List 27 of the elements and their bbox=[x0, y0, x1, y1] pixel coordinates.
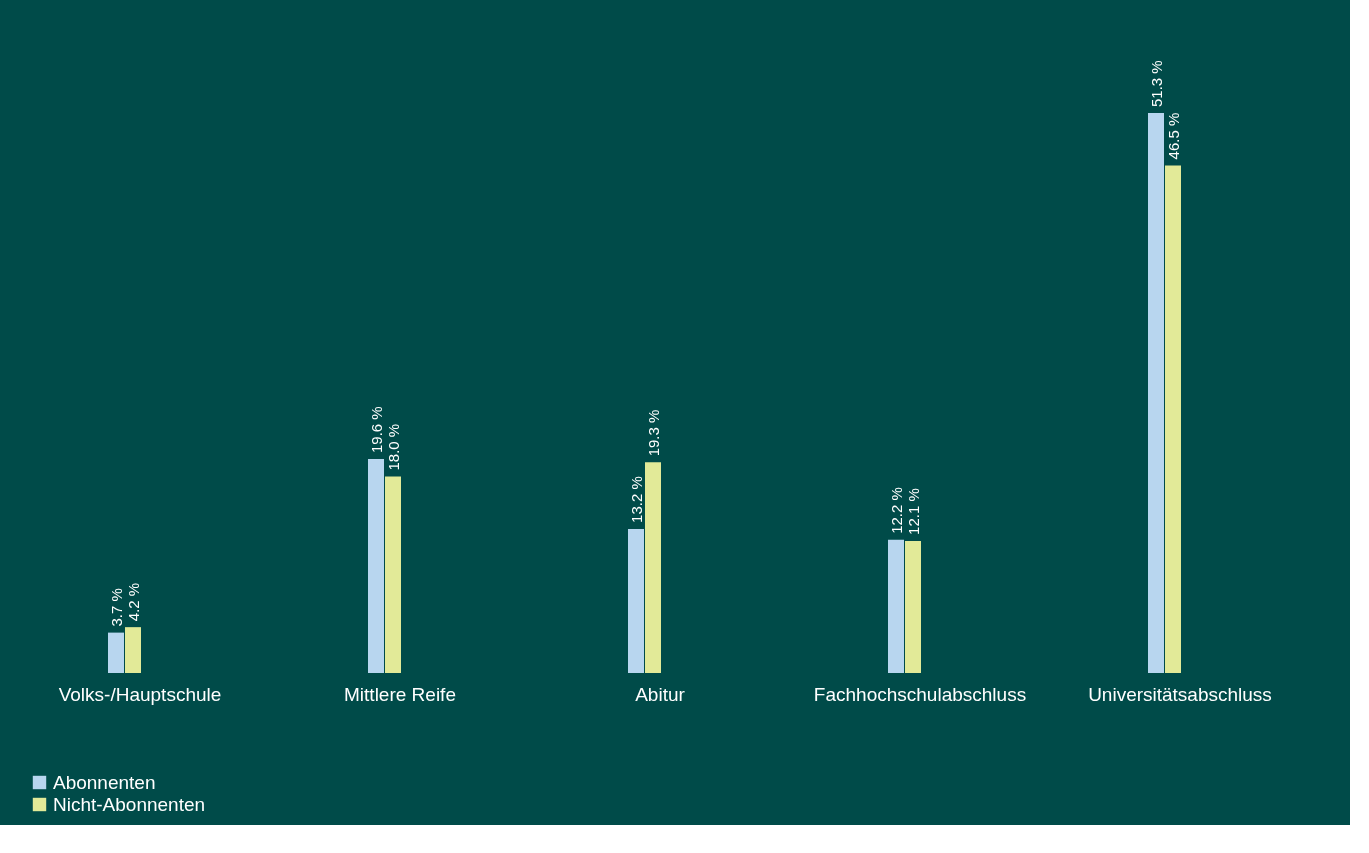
data-label: 19.3 % bbox=[644, 409, 662, 457]
bar bbox=[628, 528, 644, 673]
x-tick-label: Universitätsabschluss bbox=[1088, 683, 1272, 705]
bar bbox=[888, 539, 904, 673]
x-tick-label: Mittlere Reife bbox=[344, 683, 456, 705]
x-tick-label: Fachhochschulabschluss bbox=[813, 683, 1027, 705]
legend-label: Abonnenten bbox=[53, 771, 156, 793]
bar bbox=[385, 476, 401, 673]
bar bbox=[905, 540, 921, 673]
bar bbox=[368, 459, 384, 673]
bar bbox=[125, 627, 141, 673]
bar bbox=[108, 632, 124, 673]
data-label: 18.0 % bbox=[384, 423, 402, 471]
x-tick-label: Volks-/Hauptschule bbox=[58, 683, 222, 705]
data-label: 3.7 % bbox=[107, 588, 125, 627]
data-label: 12.2 % bbox=[887, 487, 905, 534]
bar bbox=[1148, 113, 1164, 673]
bar bbox=[1165, 165, 1181, 673]
legend-label: Nicht-Abonnenten bbox=[53, 793, 206, 815]
data-label: 4.2 % bbox=[124, 582, 142, 622]
data-label: 13.2 % bbox=[627, 476, 645, 523]
data-label: 46.5 % bbox=[1164, 112, 1182, 160]
data-label: 19.6 % bbox=[367, 406, 385, 454]
data-label: 12.1 % bbox=[904, 488, 922, 535]
bar bbox=[645, 462, 661, 673]
x-tick-label: Abitur bbox=[635, 683, 686, 705]
data-label: 51.3 % bbox=[1147, 60, 1165, 107]
